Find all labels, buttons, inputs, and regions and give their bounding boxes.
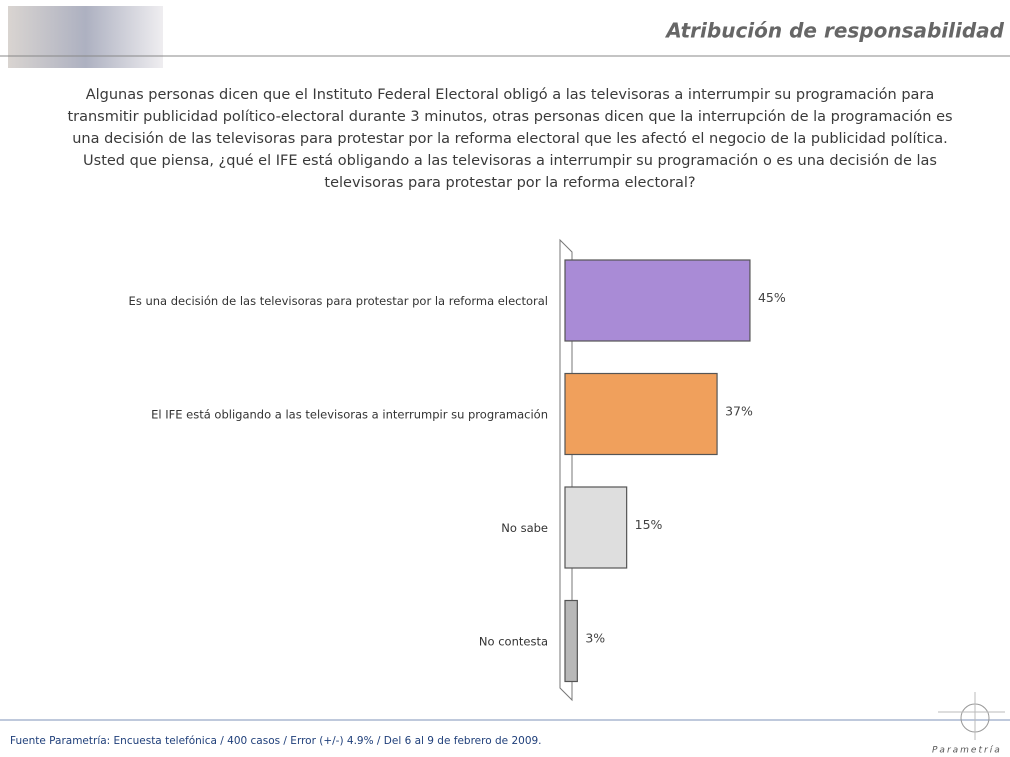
logo [938, 692, 1005, 740]
category-label: El IFE está obligando a las televisoras … [151, 408, 548, 422]
value-label: 15% [635, 517, 663, 532]
question: Algunas personas dicen que el Instituto … [67, 87, 953, 191]
header-title: Atribución de responsabilidad [664, 19, 1004, 43]
logo-text: Parametría [932, 746, 1002, 756]
axis-panel [559, 238, 573, 702]
value-label: 3% [585, 631, 605, 646]
bar [564, 486, 628, 569]
header-photo [8, 6, 163, 68]
bar [564, 259, 751, 342]
bar [564, 599, 578, 683]
value-label: 37% [725, 404, 753, 419]
category-label: Es una decisión de las televisoras para … [129, 294, 548, 308]
value-label: 45% [758, 290, 786, 305]
bar [564, 372, 718, 456]
category-label: No contesta [479, 635, 548, 649]
footer-source: Fuente Parametría: Encuesta telefónica /… [10, 735, 542, 747]
category-label: No sabe [501, 521, 548, 535]
